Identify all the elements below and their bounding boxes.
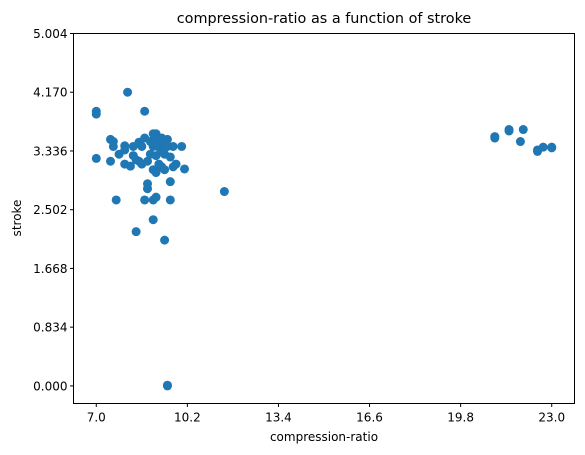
y-axis-label: stroke bbox=[10, 200, 24, 237]
data-point bbox=[171, 159, 181, 169]
data-point bbox=[106, 156, 116, 166]
data-point bbox=[111, 195, 121, 205]
data-point bbox=[180, 164, 190, 174]
data-point bbox=[151, 168, 161, 178]
y-tick-label: 0.000 bbox=[33, 379, 67, 393]
data-point bbox=[143, 156, 153, 166]
data-point bbox=[165, 177, 175, 187]
data-point bbox=[168, 141, 178, 151]
data-point bbox=[123, 87, 133, 97]
data-point bbox=[219, 187, 229, 197]
data-point bbox=[515, 137, 525, 147]
data-point bbox=[143, 179, 153, 189]
y-tick-label: 1.668 bbox=[33, 262, 67, 276]
data-point bbox=[91, 109, 101, 119]
data-point bbox=[131, 227, 141, 237]
data-point bbox=[91, 153, 101, 163]
plot-area bbox=[91, 87, 557, 391]
data-point bbox=[160, 235, 170, 245]
y-tick-label: 4.170 bbox=[33, 86, 67, 100]
x-tick-label: 7.0 bbox=[87, 411, 106, 425]
data-point bbox=[162, 134, 172, 144]
y-tick-label: 3.336 bbox=[33, 144, 67, 158]
data-point bbox=[160, 165, 170, 175]
data-point bbox=[140, 195, 150, 205]
data-point bbox=[125, 161, 135, 171]
data-point bbox=[538, 142, 548, 152]
data-point bbox=[177, 141, 187, 151]
x-tick-label: 19.8 bbox=[447, 411, 474, 425]
data-point bbox=[518, 125, 528, 135]
y-tick-label: 2.502 bbox=[33, 203, 67, 217]
x-axis-label: compression-ratio bbox=[270, 430, 378, 444]
data-point bbox=[165, 195, 175, 205]
x-tick-label: 23.0 bbox=[538, 411, 565, 425]
data-point bbox=[490, 133, 500, 143]
data-point bbox=[140, 106, 150, 116]
chart-title: compression-ratio as a function of strok… bbox=[177, 11, 472, 27]
plot-frame bbox=[73, 33, 575, 404]
data-point bbox=[151, 151, 161, 161]
data-point bbox=[162, 380, 172, 390]
x-tick-label: 13.4 bbox=[265, 411, 292, 425]
y-tick-label: 0.834 bbox=[33, 321, 67, 335]
data-point bbox=[504, 126, 514, 136]
x-tick-label: 16.6 bbox=[356, 411, 383, 425]
y-axis: 0.000 0.834 1.668 2.502 3.336 4.170 5.004 bbox=[33, 27, 74, 393]
x-axis: 7.0 10.2 13.4 16.6 19.8 23.0 bbox=[87, 403, 565, 425]
data-point bbox=[137, 141, 147, 151]
data-point bbox=[151, 192, 161, 202]
y-tick-label: 5.004 bbox=[33, 27, 67, 41]
x-tick-label: 10.2 bbox=[174, 411, 201, 425]
data-point bbox=[108, 141, 118, 151]
data-point bbox=[165, 152, 175, 162]
data-point bbox=[120, 145, 130, 155]
data-point bbox=[148, 215, 158, 225]
data-point bbox=[547, 143, 557, 153]
